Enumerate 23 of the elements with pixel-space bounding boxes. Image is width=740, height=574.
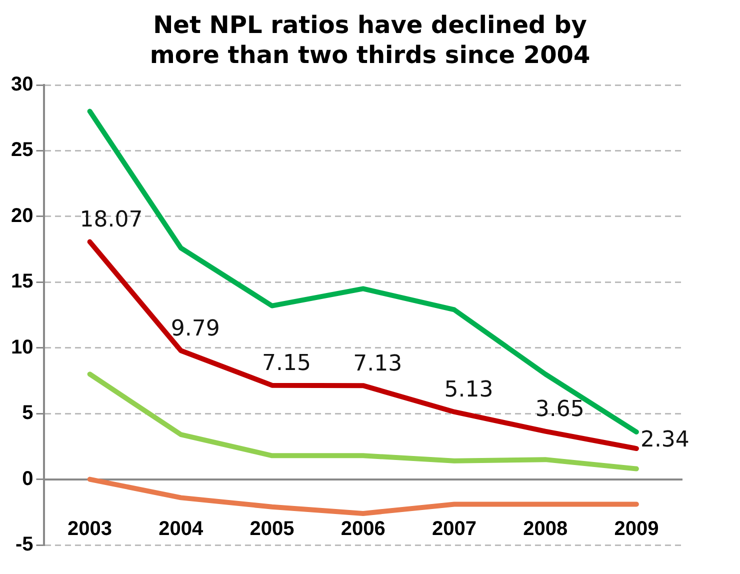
data-label: 7.15 — [262, 351, 311, 376]
y-tick-label: -5 — [15, 534, 34, 556]
x-tick-label: 2008 — [523, 518, 568, 540]
x-tick-label: 2003 — [68, 518, 112, 540]
x-tick-label: 2006 — [340, 518, 386, 540]
x-tick-label: 2004 — [158, 518, 204, 540]
data-label: 9.79 — [170, 316, 220, 342]
y-tick-label: 15 — [10, 270, 34, 293]
y-tick-label: 20 — [10, 204, 34, 227]
y-tick-label: 25 — [10, 139, 34, 162]
data-label: 7.13 — [353, 351, 402, 376]
y-tick-label: 5 — [22, 402, 34, 424]
chart-title: Net NPL ratios have declined by more than two thirds since 2004 — [148, 10, 592, 70]
y-tick-label: 10 — [10, 336, 34, 358]
x-tick-label: 2007 — [432, 518, 476, 540]
x-tick-label: 2009 — [614, 518, 659, 540]
data-label: 18.07 — [80, 208, 143, 233]
data-label: 3.65 — [535, 397, 584, 422]
data-label: 5.13 — [444, 378, 494, 403]
data-label: 2.34 — [640, 427, 690, 452]
y-tick-label: 30 — [10, 74, 34, 96]
y-tick-label: 0 — [22, 468, 34, 490]
x-tick-label: 2005 — [250, 518, 294, 540]
